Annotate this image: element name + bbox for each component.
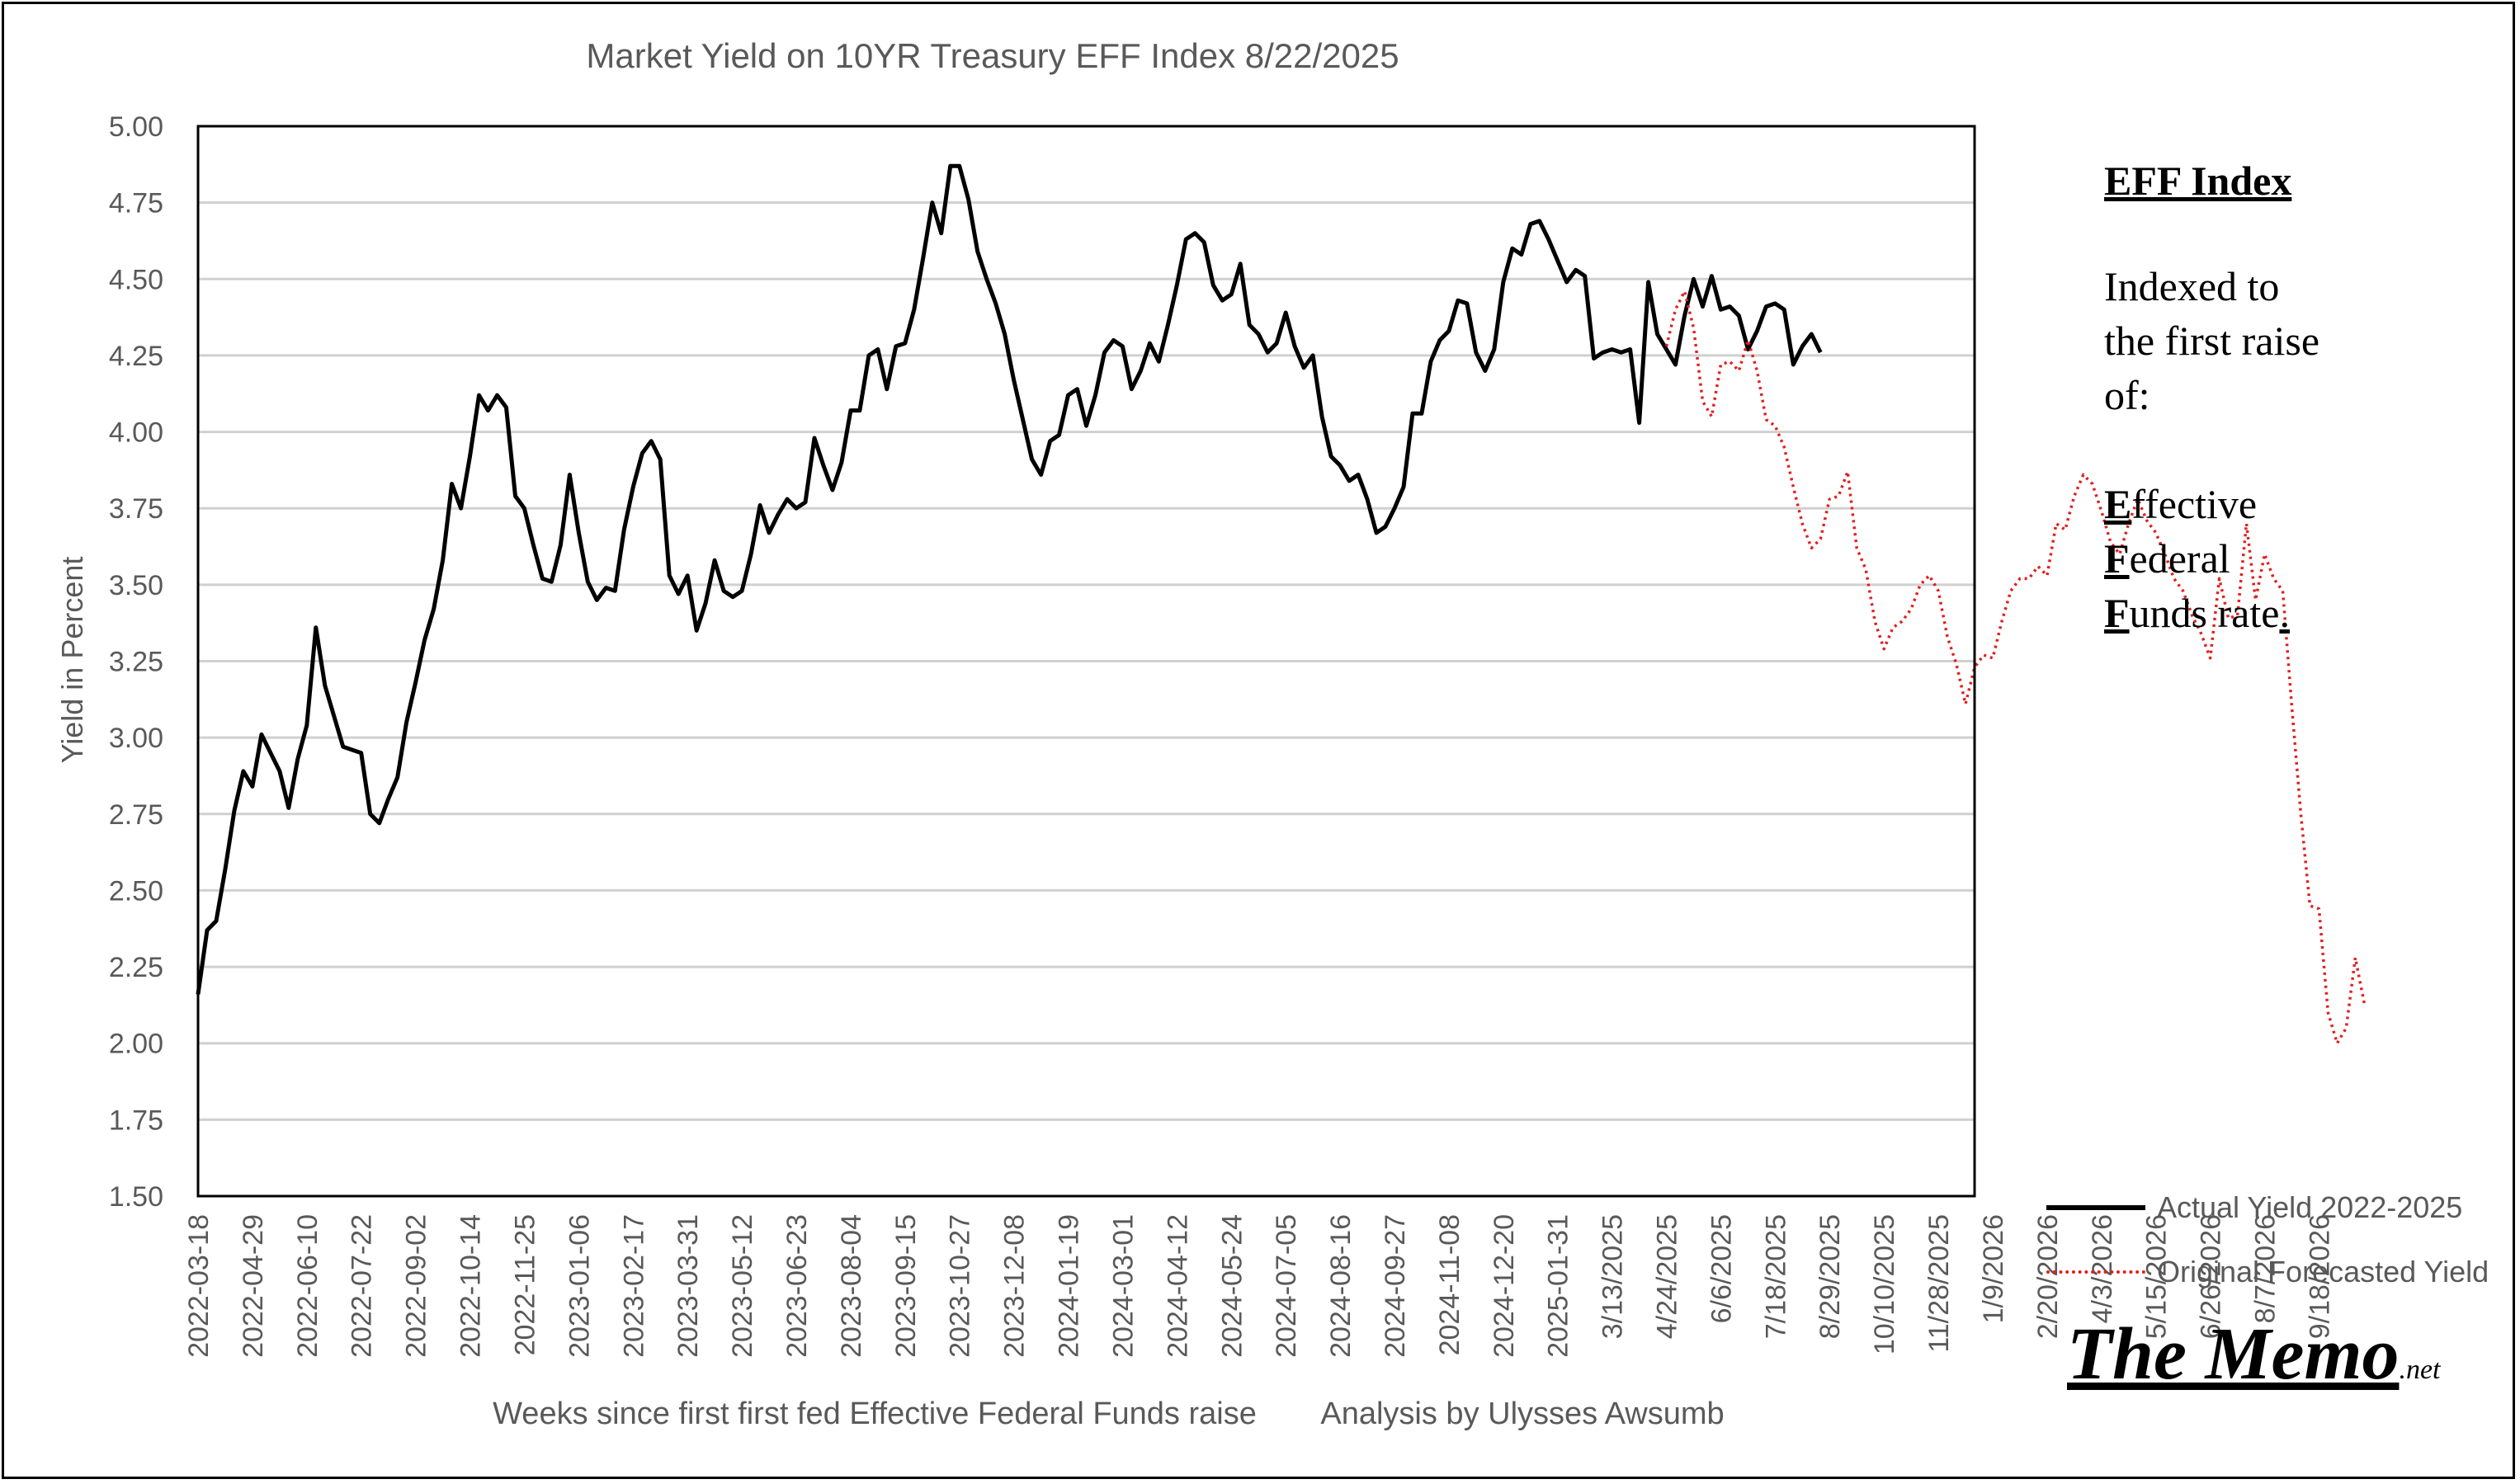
- y-tick-label: 2.00: [109, 1029, 163, 1060]
- y-tick-label: 3.25: [109, 647, 163, 678]
- x-tick-label: 5/15/2026: [2141, 1214, 2173, 1339]
- series-line-forecast: [1664, 290, 2367, 1045]
- note-term: Federal: [2104, 531, 2451, 586]
- x-tick-label: 2023-12-08: [999, 1214, 1031, 1358]
- x-tick-label: 2024-01-19: [1054, 1214, 1085, 1358]
- note-term: Funds rate.: [2104, 586, 2451, 640]
- chart-legend: Actual Yield 2022-2025 Original Forecast…: [2046, 1175, 2508, 1304]
- y-tick-label: 1.75: [109, 1105, 163, 1136]
- y-tick-label: 5.00: [109, 111, 163, 143]
- term-rest: ederal: [2129, 535, 2230, 582]
- x-tick-label: 2022-03-18: [183, 1214, 215, 1358]
- y-tick-label: 4.00: [109, 417, 163, 449]
- x-tick-label: 2022-09-02: [401, 1214, 432, 1358]
- x-tick-label: 2022-04-29: [238, 1214, 269, 1358]
- x-tick-label: 8/29/2025: [1814, 1214, 1846, 1339]
- x-tick-label: 8/7/2026: [2250, 1214, 2282, 1323]
- y-tick-label: 3.75: [109, 493, 163, 525]
- x-tick-label: 2023-08-04: [836, 1214, 867, 1358]
- plot-border: [196, 125, 1976, 1198]
- x-tick-label: 2024-09-27: [1380, 1214, 1411, 1358]
- x-tick-label: 11/28/2025: [1923, 1214, 1955, 1353]
- y-tick-label: 4.25: [109, 341, 163, 372]
- x-tick-label: 6/6/2025: [1706, 1214, 1737, 1323]
- y-tick-label: 2.50: [109, 875, 163, 907]
- x-tick-label: 2024-03-01: [1107, 1214, 1139, 1358]
- y-tick-label: 4.50: [109, 264, 163, 295]
- y-tick-label: 3.50: [109, 570, 163, 601]
- note-line: of:: [2104, 372, 2150, 418]
- legend-swatch-solid: [2046, 1205, 2145, 1210]
- x-tick-labels: 2022-03-18 2022-04-29 2022-06-10 2022-07-22…: [183, 1214, 2335, 1358]
- y-tick-label: 2.75: [109, 799, 163, 831]
- term-initial: E: [2104, 481, 2132, 527]
- y-tick-label: 2.25: [109, 952, 163, 983]
- chart-title: Market Yield on 10YR Treasury EFF Index …: [586, 36, 1399, 75]
- term-initial: F: [2104, 590, 2130, 636]
- x-tick-label: 2023-02-17: [618, 1214, 649, 1358]
- x-tick-label: 2025-01-31: [1543, 1214, 1574, 1358]
- x-tick-label: 2024-11-08: [1434, 1214, 1465, 1355]
- eff-index-note: EFF Index Indexed to the first raise of:…: [2104, 157, 2451, 640]
- x-tick-label: 2024-07-05: [1271, 1214, 1302, 1358]
- y-tick-label: 1.50: [109, 1181, 163, 1213]
- x-tick-label: 2023-01-06: [564, 1214, 595, 1358]
- x-tick-label: 2023-09-15: [890, 1214, 922, 1358]
- y-tick-label: 4.75: [109, 188, 163, 219]
- x-tick-label: 2022-10-14: [455, 1214, 487, 1358]
- x-tick-label: 10/10/2025: [1869, 1214, 1900, 1354]
- x-tick-label: 2023-05-12: [727, 1214, 758, 1358]
- legend-label: Actual Yield 2022-2025: [2157, 1190, 2463, 1224]
- note-line: the first raise: [2104, 318, 2320, 364]
- x-tick-label: 2022-06-10: [292, 1214, 323, 1358]
- brand-suffix: .net: [2399, 1354, 2441, 1385]
- term-rest: unds rate: [2129, 590, 2280, 636]
- y-axis-label: Yield in Percent: [55, 557, 89, 764]
- legend-item-actual: Actual Yield 2022-2025: [2046, 1175, 2508, 1240]
- note-term: Effective: [2104, 477, 2451, 531]
- y-tick-label: 3.00: [109, 723, 163, 754]
- series-line-actual: [196, 163, 1823, 995]
- y-tick-labels: 1.50 1.75 2.00 2.25 2.50 2.75 3.00 3.25 3.50 3.75…: [109, 111, 163, 1213]
- x-tick-label: 3/13/2025: [1597, 1214, 1629, 1339]
- x-tick-label: 2022-07-22: [347, 1214, 378, 1358]
- brand-name: The Memo: [2067, 1313, 2400, 1395]
- note-line: Indexed to: [2104, 263, 2280, 309]
- x-axis-label: Weeks since first first fed Effective Fe…: [493, 1397, 1257, 1431]
- x-tick-label: 6/26/2026: [2196, 1214, 2227, 1339]
- x-tick-label: 1/9/2026: [1978, 1214, 2009, 1323]
- x-tick-label: 2/20/2026: [2032, 1214, 2064, 1339]
- x-tick-label: 2023-06-23: [781, 1214, 813, 1358]
- x-tick-label: 2023-10-27: [945, 1214, 976, 1358]
- x-tick-label: 2024-04-12: [1162, 1214, 1193, 1358]
- x-tick-label: 2022-11-25: [509, 1214, 540, 1355]
- term-rest: ffective: [2131, 481, 2258, 527]
- term-tail: .: [2279, 590, 2290, 636]
- x-tick-label: 7/18/2025: [1760, 1214, 1791, 1339]
- x-tick-label: 2023-03-31: [672, 1214, 704, 1358]
- note-title: EFF Index: [2104, 158, 2292, 204]
- legend-label: Original Forecasted Yield: [2157, 1255, 2489, 1288]
- credit-text: Analysis by Ulysses Awsumb: [1320, 1397, 1724, 1431]
- x-tick-label: 2024-05-24: [1216, 1214, 1248, 1358]
- x-tick-label: 9/18/2026: [2304, 1214, 2335, 1339]
- x-tick-label: 4/24/2025: [1652, 1214, 1683, 1339]
- series-lines: [196, 163, 2367, 1045]
- legend-swatch-dotted: [2046, 1270, 2145, 1274]
- x-tick-label: 2024-12-20: [1489, 1214, 1520, 1358]
- legend-item-forecast: Original Forecasted Yield: [2046, 1240, 2508, 1304]
- x-tick-label: 2024-08-16: [1325, 1214, 1357, 1358]
- term-initial: F: [2104, 535, 2130, 582]
- x-tick-label: 4/3/2026: [2087, 1214, 2118, 1323]
- brand-logo: The Memo.net: [2067, 1312, 2441, 1397]
